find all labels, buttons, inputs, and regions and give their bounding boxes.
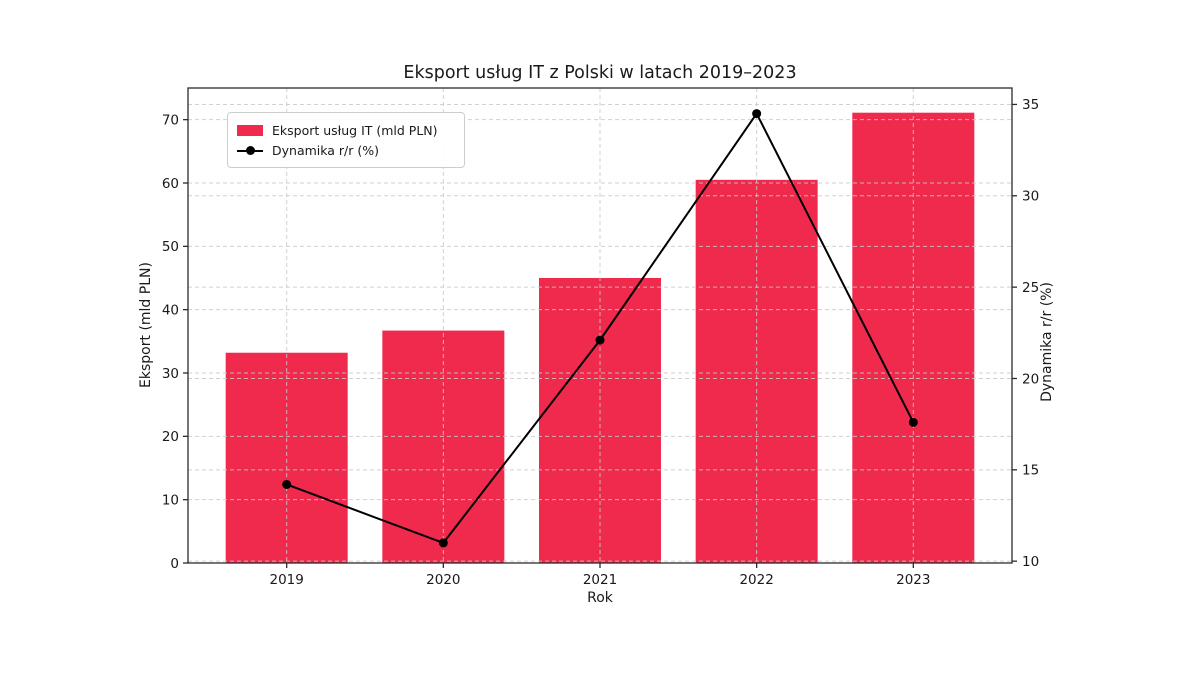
legend-item-dynamics: Dynamika r/r (%) [237,140,454,160]
legend: Eksport usług IT (mld PLN) Dynamika r/r … [227,112,465,168]
legend-bar-swatch-icon [237,124,263,136]
x-tick-label-2023: 2023 [896,572,930,588]
right-tick-label-10: 10 [1022,554,1039,570]
line-marker-2021 [595,335,605,345]
x-tick-label-2021: 2021 [583,572,617,588]
left-tick-label-30: 30 [162,366,179,382]
y-axis-label-left: Eksport (mld PLN) [138,262,154,388]
x-tick-label-2020: 2020 [426,572,460,588]
legend-dot-sample [246,145,255,155]
left-tick-label-50: 50 [162,239,179,255]
left-tick-label-10: 10 [162,492,179,508]
line-marker-2022 [752,109,762,119]
x-tick-label-2022: 2022 [739,572,773,588]
legend-item-export: Eksport usług IT (mld PLN) [237,120,454,140]
left-tick-label-20: 20 [162,429,179,445]
legend-line-swatch-icon [237,145,263,156]
legend-label-dynamics: Dynamika r/r (%) [272,142,380,158]
legend-label-export: Eksport usług IT (mld PLN) [272,122,438,138]
x-axis-label: Rok [587,590,613,606]
y-axis-label-right: Dynamika r/r (%) [1039,282,1055,402]
left-tick-label-70: 70 [162,112,179,128]
right-tick-label-20: 20 [1022,371,1039,387]
x-tick-label-2019: 2019 [270,572,304,588]
right-tick-label-25: 25 [1022,280,1039,296]
left-tick-label-60: 60 [162,176,179,192]
right-tick-label-15: 15 [1022,463,1039,479]
chart-title: Eksport usług IT z Polski w latach 2019–… [403,63,797,83]
line-marker-2019 [282,479,292,489]
right-tick-label-35: 35 [1022,97,1039,113]
right-tick-label-30: 30 [1022,189,1039,205]
line-marker-2023 [908,417,918,427]
line-marker-2020 [438,538,448,548]
left-tick-label-40: 40 [162,302,179,318]
left-tick-label-0: 0 [170,556,179,572]
bar-2019 [225,352,348,563]
